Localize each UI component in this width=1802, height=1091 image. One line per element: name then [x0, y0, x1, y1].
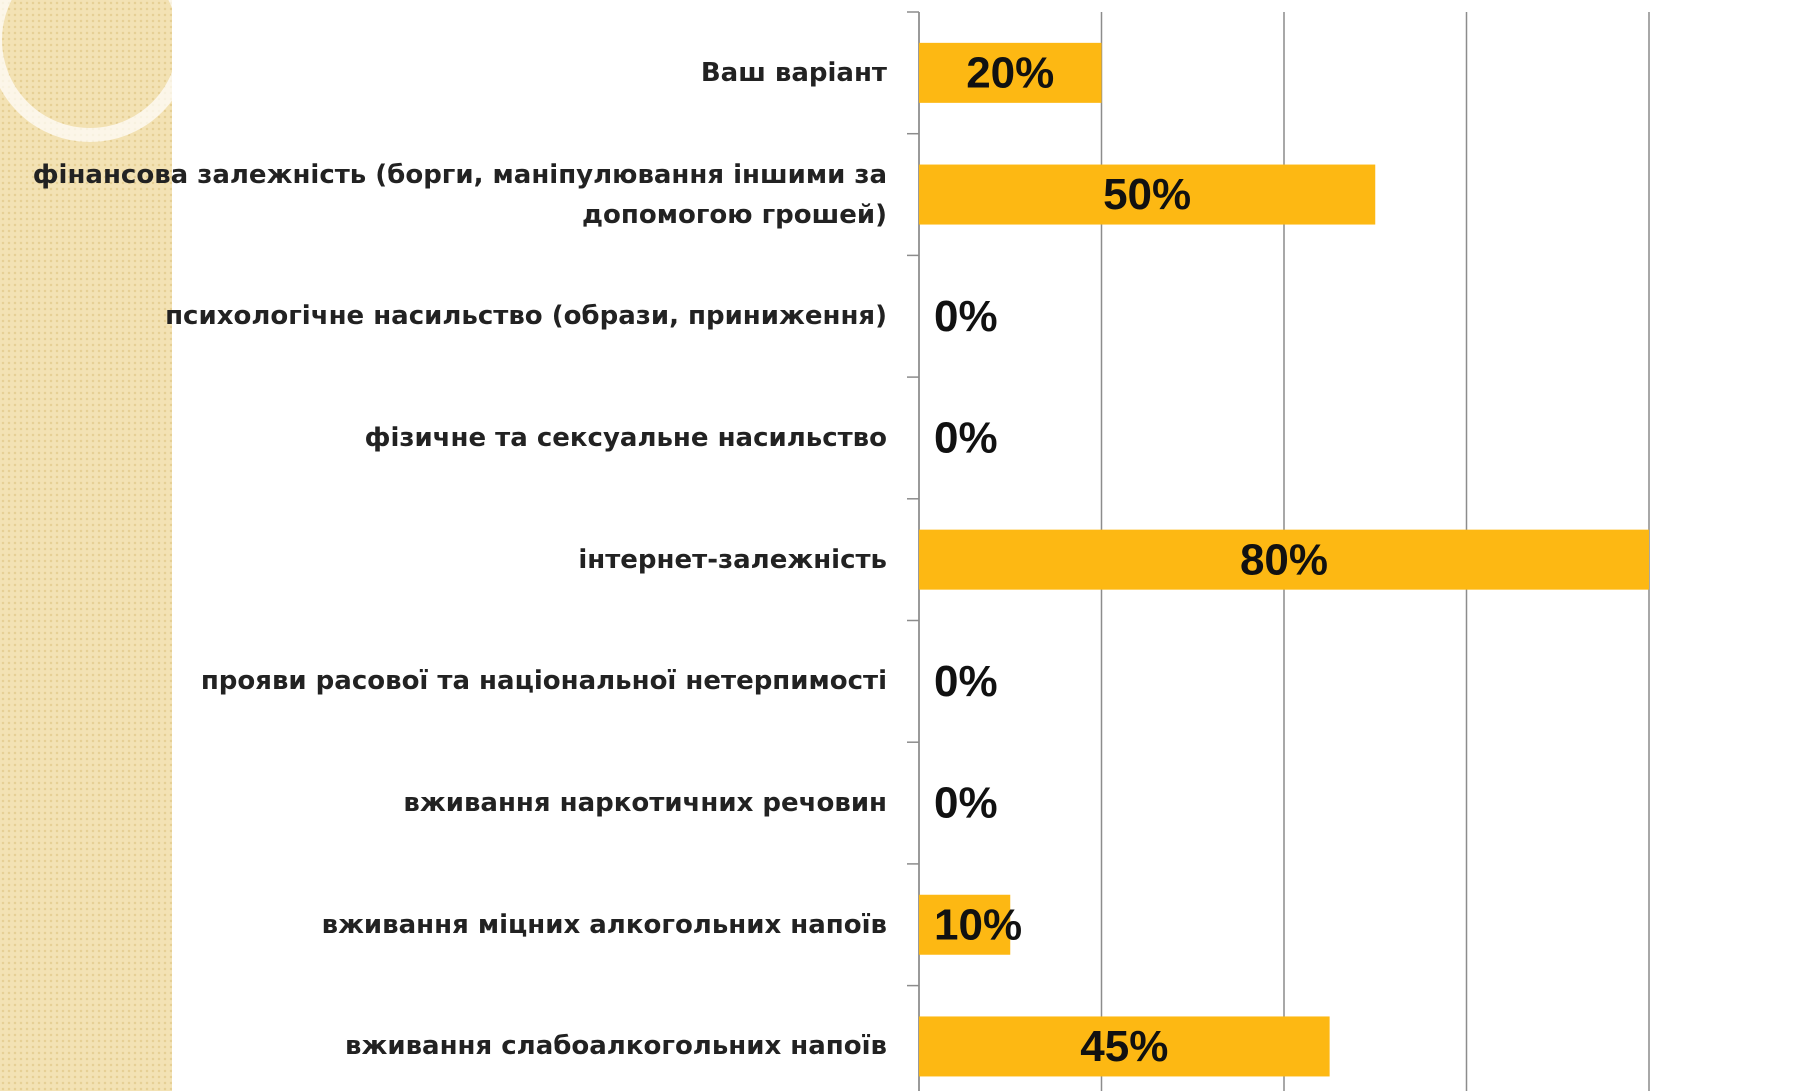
slide: 20% 50% 0% 0% 80% 0% 0% 10% 45% Ваш варіант фінан… — [0, 0, 1802, 1091]
category-label: вживання слабоалкогольних напоїв — [7, 1026, 887, 1066]
value-label: 20% — [966, 48, 1054, 97]
value-label: 10% — [934, 900, 1022, 949]
category-label: прояви расової та національної нетерпимо… — [7, 661, 887, 701]
value-label: 50% — [1103, 170, 1191, 219]
value-label: 0% — [934, 779, 998, 828]
value-label: 0% — [934, 657, 998, 706]
value-label: 45% — [1080, 1022, 1168, 1071]
category-label: фізичне та сексуальне насильство — [7, 418, 887, 458]
value-label: 0% — [934, 292, 998, 341]
category-label: Ваш варіант — [7, 53, 887, 93]
category-label: психологічне насильство (образи, приниже… — [7, 296, 887, 336]
value-label: 0% — [934, 414, 998, 463]
value-label: 80% — [1240, 535, 1328, 584]
category-label: вживання наркотичних речовин — [7, 783, 887, 823]
category-label: інтернет-залежність — [7, 540, 887, 580]
category-label: вживання міцних алкогольних напоїв — [7, 905, 887, 945]
category-label: фінансова залежність (борги, маніпулюван… — [7, 155, 887, 235]
